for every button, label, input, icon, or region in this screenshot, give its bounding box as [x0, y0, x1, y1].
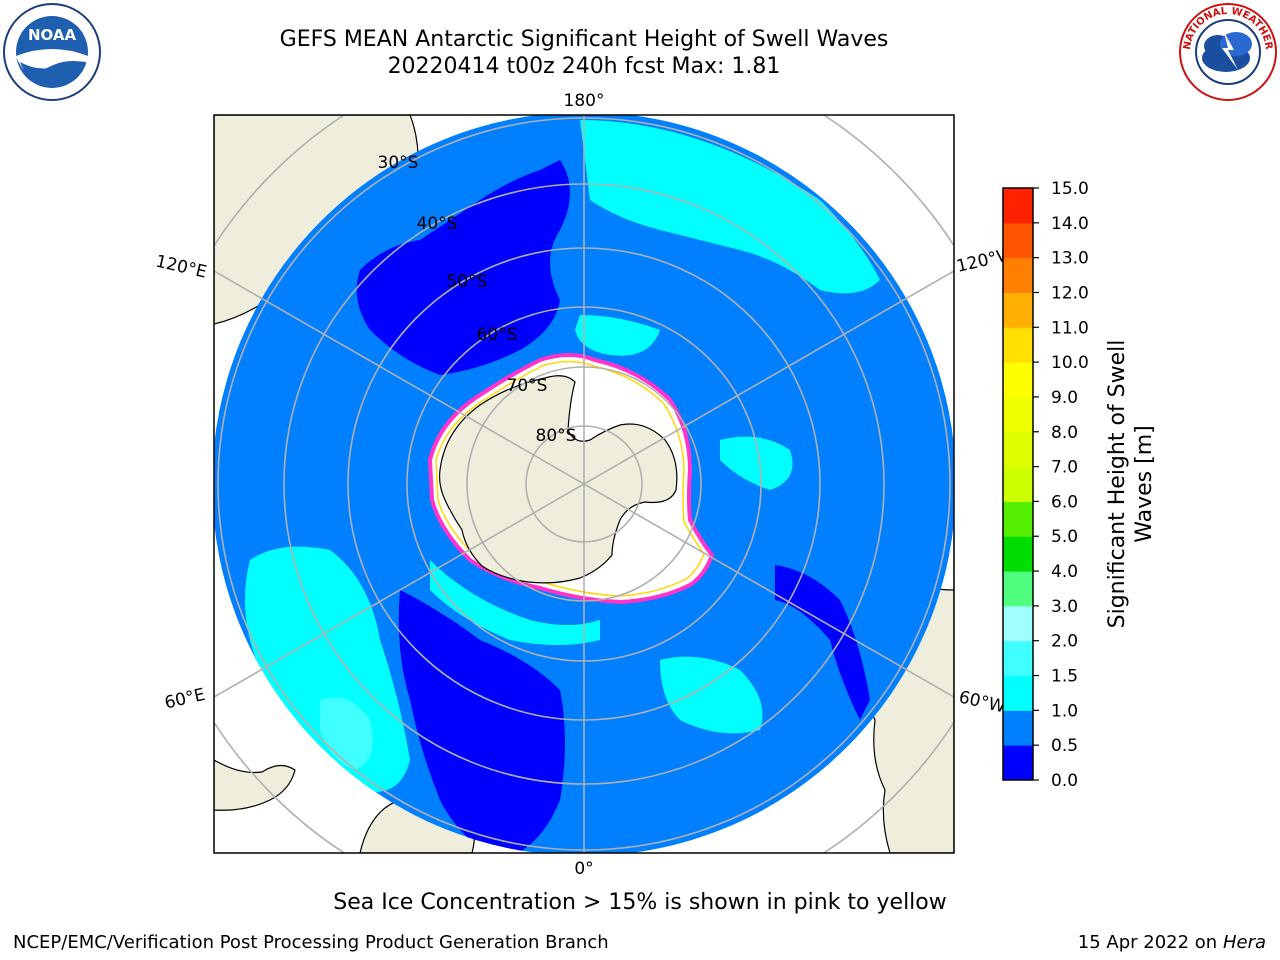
colorbar-bin — [1003, 640, 1033, 677]
swell-0-0.5-tasman — [356, 160, 570, 375]
colorbar-tick-label: 1.0 — [1051, 701, 1078, 721]
colorbar-tick-label: 9.0 — [1051, 388, 1078, 408]
colorbar-tick-label: 10.0 — [1051, 353, 1089, 373]
lon-label-180: 180° — [564, 91, 605, 111]
colorbar-bin — [1003, 745, 1033, 781]
colorbar-tick-label: 1.5 — [1051, 667, 1078, 687]
colorbar-tick-label: 4.0 — [1051, 562, 1078, 582]
swell-1.5-2.0-patch — [320, 697, 373, 770]
colorbar-bin — [1003, 292, 1033, 328]
graticule — [214, 115, 954, 853]
colorbar-frame — [1002, 187, 1034, 781]
swell-1.0-1.5-pacific — [580, 120, 880, 294]
colorbar-tick-label: 8.0 — [1051, 423, 1078, 443]
nws-logo: NATIONAL WEATHER SERVICE — [1178, 2, 1277, 101]
colorbar-bin — [1003, 327, 1033, 363]
colorbar-tick-label: 12.0 — [1051, 283, 1089, 303]
colorbar-tick-label: 14.0 — [1051, 214, 1089, 234]
colorbar-tick-label: 5.0 — [1051, 527, 1078, 547]
lon-label-0: 0° — [574, 859, 593, 879]
chart-subtitle: 20220414 t00z 240h fcst Max: 1.81 — [387, 54, 781, 79]
lon-label-120e: 120°E — [154, 252, 209, 283]
colorbar-bin — [1003, 710, 1033, 746]
lat-label-70s: 70°S — [507, 376, 548, 396]
swell-0-0.5-indian — [398, 590, 565, 853]
map-frame — [213, 114, 955, 854]
colorbar-bin — [1003, 605, 1033, 642]
footer-date-text: 15 Apr 2022 on — [1077, 932, 1223, 953]
swell-1.0-1.5-south-pacific — [575, 315, 660, 356]
colorbar-bin — [1003, 501, 1033, 537]
lat-label-50s: 50°S — [447, 272, 488, 292]
lon-label-60e: 60°E — [163, 685, 207, 714]
lat-label-80s: 80°S — [536, 426, 577, 446]
swell-1.0-1.5-east — [720, 436, 793, 490]
lon-label-60w: 60°W — [957, 687, 1007, 717]
antarctica-land — [438, 375, 678, 584]
meridian-60e-120w — [214, 270, 954, 698]
swell-1.0-1.5-ring — [430, 560, 600, 645]
footer-machine: Hera — [1222, 932, 1266, 953]
colorbar-tick-label: 11.0 — [1051, 318, 1089, 338]
colorbar-ticks: 15.0 14.0 13.0 12.0 11.0 10.0 9.0 8.0 7.0 6.0 5.0 4… — [1033, 179, 1089, 791]
colorbar — [1003, 188, 1033, 781]
footer-credit: NCEP/EMC/Verification Post Processing Pr… — [13, 932, 609, 953]
colorbar-tick-label: 0.5 — [1051, 736, 1078, 756]
colorbar-bin — [1003, 188, 1033, 224]
sea-ice-note: Sea Ice Concentration > 15% is shown in … — [333, 890, 947, 915]
colorbar-bin — [1003, 571, 1033, 607]
swell-1.0-1.5-atlantic — [660, 656, 763, 734]
colorbar-tick-label: 3.0 — [1051, 597, 1078, 617]
colorbar-bin — [1003, 222, 1033, 259]
lat-label-60s: 60°S — [477, 325, 518, 345]
noaa-logo-text: NOAA — [28, 26, 77, 44]
colorbar-bin — [1003, 675, 1033, 711]
noaa-logo: NOAA — [3, 3, 101, 101]
colorbar-bin — [1003, 362, 1033, 398]
colorbar-bin — [1003, 536, 1033, 572]
colorbar-bin — [1003, 466, 1033, 502]
colorbar-label-line2: Waves [m] — [1132, 425, 1157, 542]
colorbar-tick-label: 15.0 — [1051, 179, 1089, 199]
lat-label-40s: 40°S — [417, 214, 458, 234]
colorbar-bin — [1003, 396, 1033, 433]
swell-0-0.5-chile — [775, 565, 870, 720]
colorbar-label-line1: Significant Height of Swell — [1105, 340, 1130, 629]
colorbar-bin — [1003, 257, 1033, 293]
chart-title: GEFS MEAN Antarctic Significant Height o… — [279, 27, 889, 52]
colorbar-bin — [1003, 431, 1033, 468]
lat-label-30s: 30°S — [378, 153, 419, 173]
colorbar-tick-label: 7.0 — [1051, 458, 1078, 478]
colorbar-tick-label: 0.0 — [1051, 771, 1078, 791]
colorbar-tick-label: 13.0 — [1051, 249, 1089, 269]
footer-date: 15 Apr 2022 on Hera — [1078, 932, 1266, 953]
colorbar-tick-label: 6.0 — [1051, 492, 1078, 512]
colorbar-tick-label: 2.0 — [1051, 632, 1078, 652]
africa-land — [214, 759, 296, 811]
